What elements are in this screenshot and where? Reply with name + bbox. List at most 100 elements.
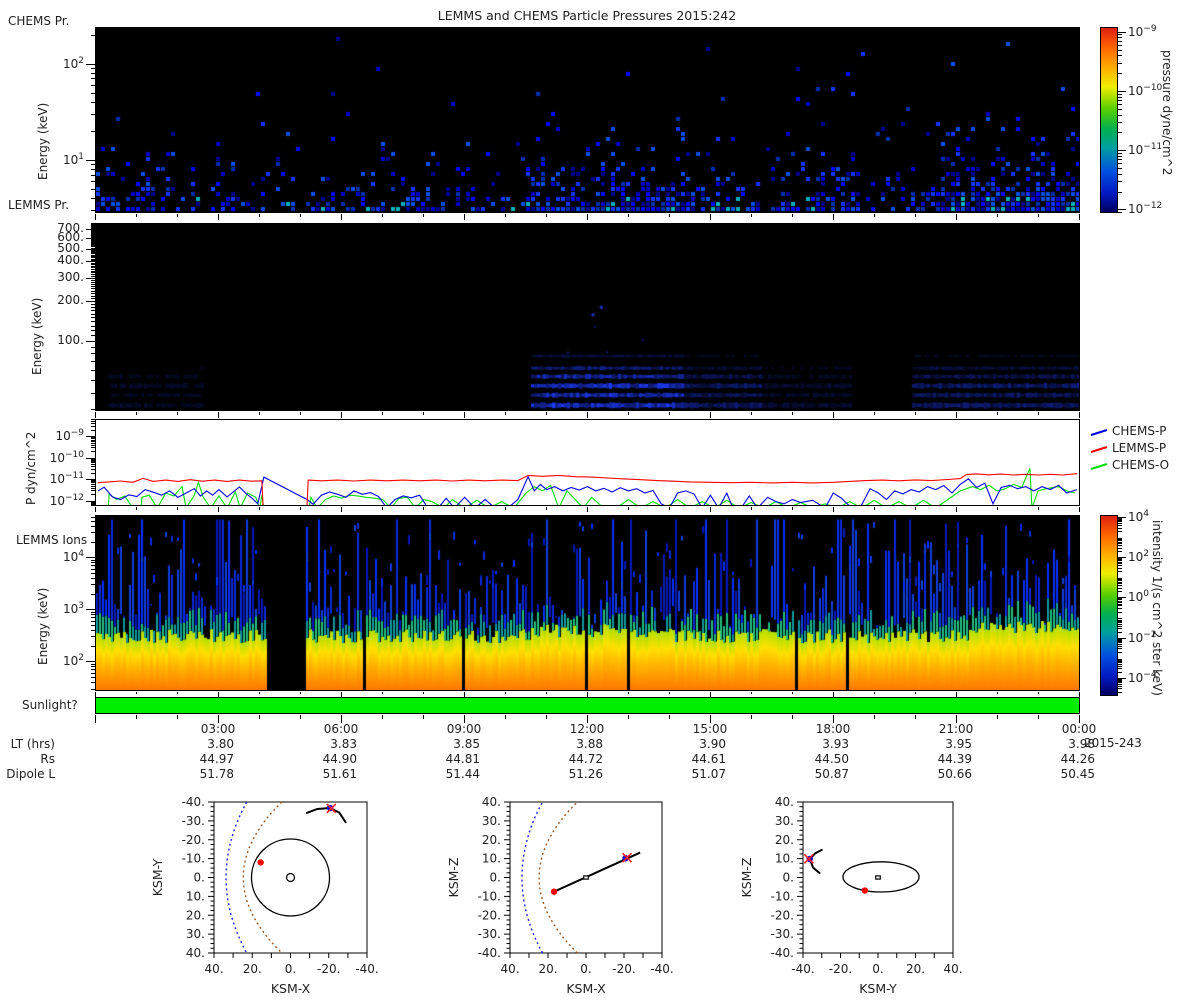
- axis-tick: [91, 573, 95, 574]
- axis-tick: [91, 521, 95, 522]
- axis-tick: [1118, 55, 1122, 56]
- axis-tick: [1118, 664, 1122, 665]
- axis-tick: [1118, 181, 1122, 182]
- axis-tick: [91, 114, 95, 115]
- axis-tick: [1118, 660, 1122, 661]
- axis-tick: [218, 214, 219, 220]
- axis-tick: [792, 715, 793, 719]
- lemms-ions-panel-label: LEMMS Ions: [16, 533, 87, 547]
- axis-tick: [1118, 45, 1122, 46]
- axis-tick: [587, 692, 588, 697]
- x-tick-label: 40.: [500, 962, 519, 976]
- axis-tick: [1118, 159, 1122, 160]
- axis-tick: [91, 296, 95, 297]
- axis-tick: [91, 419, 95, 420]
- axis-tick: [91, 243, 95, 244]
- axis-tick: [91, 517, 95, 518]
- lt-value: 3.80: [174, 737, 234, 751]
- axis-tick: [1118, 560, 1122, 561]
- axis-tick: [1118, 680, 1122, 681]
- axis-tick: [423, 692, 424, 694]
- axis-tick: [669, 214, 670, 217]
- axis-tick: [915, 507, 916, 510]
- axis-tick: [91, 689, 95, 690]
- axis-tick: [300, 692, 301, 694]
- axis-tick: [874, 214, 875, 217]
- axis-tick: [91, 617, 95, 618]
- axis-tick: [1118, 523, 1122, 524]
- lt-value: 3.85: [420, 737, 480, 751]
- axis-tick: [95, 692, 96, 697]
- sunlight-bar: [95, 697, 1080, 714]
- axis-tick: [1118, 668, 1122, 669]
- axis-tick: [91, 304, 95, 305]
- axis-tick: [91, 664, 95, 665]
- lemms-pressure-panel-label: LEMMS Pr.: [8, 198, 69, 212]
- axis-tick: [95, 507, 96, 512]
- axis-tick: [1118, 681, 1122, 682]
- axis-tick: [1118, 212, 1122, 213]
- y-tick-label: -40.: [478, 946, 501, 960]
- pressure-line-plot: [95, 419, 1080, 506]
- axis-tick: [915, 692, 916, 694]
- axis-tick: [833, 412, 834, 418]
- axis-tick: [1118, 662, 1122, 663]
- axis-tick: [546, 692, 547, 694]
- axis-tick: [382, 214, 383, 217]
- y-tick-label: -10.: [771, 889, 794, 903]
- axis-tick: [1118, 626, 1122, 627]
- axis-tick: [423, 507, 424, 510]
- axis-tick: [874, 507, 875, 510]
- axis-tick: [874, 412, 875, 415]
- axis-tick: [1118, 150, 1126, 151]
- axis-tick: [86, 341, 95, 342]
- axis-tick: [587, 214, 588, 220]
- axis-tick: [91, 677, 95, 678]
- legend-line-chems-o: [1090, 460, 1108, 472]
- time-tick-label: 09:00: [434, 722, 494, 736]
- axis-tick: [91, 438, 95, 439]
- axis-tick: [1118, 568, 1122, 569]
- axis-tick: [1118, 104, 1122, 105]
- axis-tick: [91, 282, 95, 283]
- ions-spectrogram-canvas: [96, 516, 1079, 690]
- axis-tick: [91, 612, 95, 613]
- axis-tick: [91, 451, 95, 452]
- y-tick-label: 102: [20, 56, 84, 71]
- axis-tick: [91, 347, 95, 348]
- legend-item-chems-o: CHEMS-O: [1090, 458, 1169, 472]
- axis-tick: [341, 507, 342, 512]
- rs-value: 44.90: [297, 752, 357, 766]
- red-position-marker: [551, 888, 557, 894]
- axis-tick: [91, 198, 95, 199]
- axis-tick: [177, 692, 178, 694]
- axis-tick: [915, 214, 916, 217]
- legend-item-chems-p: CHEMS-P: [1090, 424, 1167, 438]
- axis-tick: [91, 562, 95, 563]
- axis-tick: [505, 692, 506, 694]
- axis-tick: [1118, 692, 1122, 693]
- x-tick-label: 0.: [580, 962, 591, 976]
- axis-tick: [874, 715, 875, 719]
- axis-tick: [91, 459, 95, 460]
- axis-tick: [1118, 109, 1122, 110]
- axis-tick: [1079, 412, 1080, 418]
- axis-tick: [91, 251, 95, 252]
- y-tick-label: 10.: [186, 889, 205, 903]
- intensity-colorbar: [1100, 515, 1118, 696]
- axis-tick: [91, 78, 95, 79]
- axis-tick: [91, 164, 95, 165]
- axis-tick: [91, 242, 95, 243]
- axis-tick: [1118, 686, 1122, 687]
- axis-tick: [91, 257, 95, 258]
- axis-tick: [1118, 604, 1122, 605]
- axis-tick: [91, 486, 95, 487]
- axis-tick: [300, 507, 301, 510]
- axis-tick: [91, 578, 95, 579]
- axis-tick: [86, 160, 95, 161]
- axis-tick: [1038, 692, 1039, 694]
- saturn-marker: [287, 874, 295, 882]
- axis-tick: [505, 507, 506, 510]
- axis-tick: [1118, 579, 1122, 580]
- axis-tick: [751, 214, 752, 217]
